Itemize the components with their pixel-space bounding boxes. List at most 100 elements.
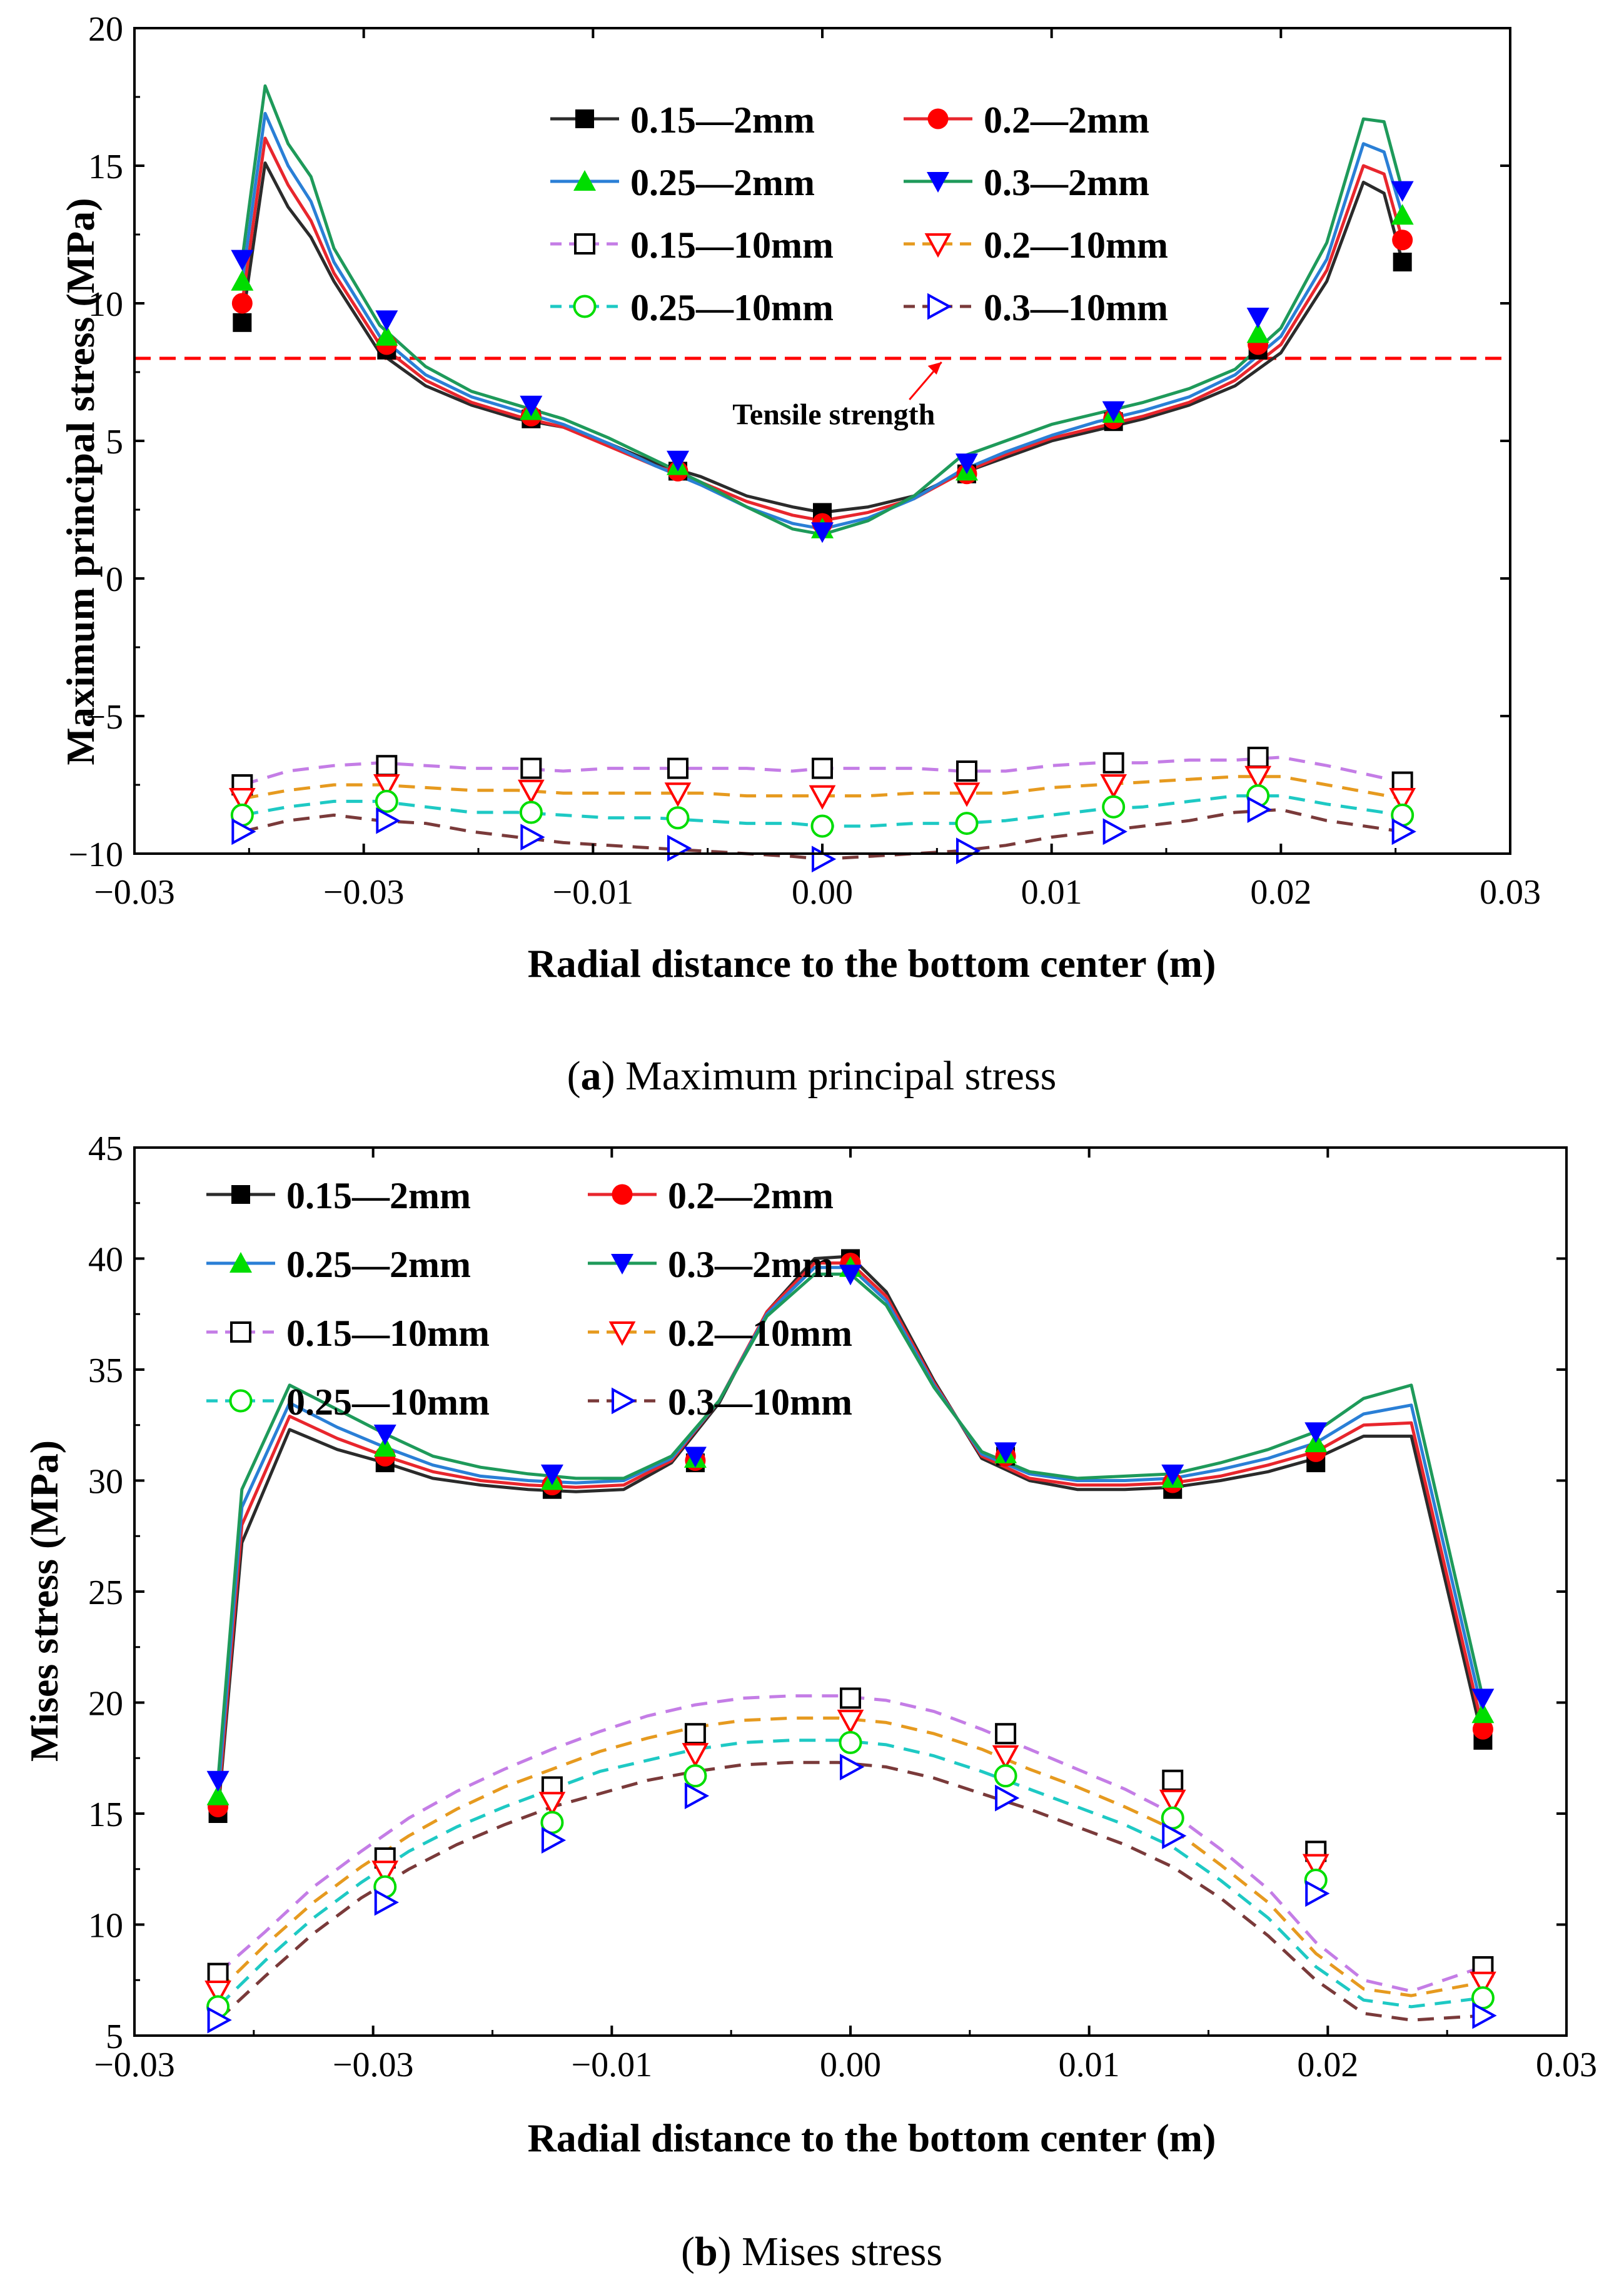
chart-b-legend-marker <box>608 1321 636 1346</box>
chart-b-ylabel: Mises stress (MPa) <box>22 1440 66 1762</box>
chart-a-series-2-marker <box>231 270 254 291</box>
chart-a-series-6-marker <box>666 806 690 830</box>
chart-a-xtick-label: 0.00 <box>792 873 853 912</box>
chart-a-series-1-marker <box>231 293 253 314</box>
chart-a-ytick-label: 10 <box>88 285 123 324</box>
chart-b-series-3-marker <box>994 1442 1017 1463</box>
chart-b-series-5-marker <box>682 1743 709 1768</box>
chart-a-legend-marker <box>927 172 949 193</box>
chart-a-series-line-0 <box>240 161 1405 514</box>
chart-b-legend-marker <box>230 1321 251 1343</box>
chart-a-series-line-7 <box>241 808 1403 861</box>
chart-b-series-7-marker <box>207 2006 232 2034</box>
chart-a-series-5-marker <box>373 774 400 799</box>
tensile-strength-arrowhead <box>927 362 942 375</box>
chart-a-xtick-label: −0.03 <box>94 873 175 912</box>
chart-b-series-7-marker <box>1472 2002 1497 2029</box>
chart-a-series-5-marker <box>664 782 692 807</box>
caption-a-text: Maximum principal stress <box>615 1053 1057 1099</box>
chart-a-series-3-marker <box>520 395 543 417</box>
chart-max-principal-stress: −10 −5 0 5 10 15 20 −0.03 −0.03 −0.01 0.00 0.01 0.02… <box>68 10 1541 912</box>
chart-a-ytick-label: −5 <box>86 698 123 737</box>
chart-b-series-6-marker <box>683 1764 707 1788</box>
chart-b-ytick-label: 10 <box>88 1907 123 1946</box>
chart-a-series-0-marker <box>1393 253 1412 271</box>
chart-a-series-5-marker <box>809 785 836 810</box>
caption-b-label: b <box>695 2229 718 2274</box>
chart-a-series-3-marker <box>1102 401 1125 422</box>
chart-a-series-7-marker <box>1391 818 1416 846</box>
chart-b-series-7-marker <box>840 1754 865 1780</box>
chart-a-series-2-marker <box>1246 322 1269 343</box>
chart-b-ytick-label: 45 <box>88 1129 123 1168</box>
chart-b-ytick-label: 5 <box>106 2017 123 2056</box>
chart-a-series-line-6 <box>241 794 1403 828</box>
chart-b-ytick-label: 30 <box>88 1463 123 1502</box>
chart-b-series-5-marker <box>538 1792 566 1817</box>
chart-a-ytick-label: 20 <box>88 10 123 49</box>
chart-a-series-2-marker <box>1391 204 1414 225</box>
chart-a-series-6-marker <box>375 789 398 813</box>
chart-a-series-5-marker <box>517 779 545 804</box>
chart-b-series-5-marker <box>371 1860 399 1886</box>
chart-b-legend-label: 0.2—2mm <box>668 1175 834 1216</box>
chart-b-ytick-label: 40 <box>88 1241 123 1280</box>
chart-a-series-line-2 <box>240 111 1405 531</box>
chart-a-series-7-marker <box>667 834 692 862</box>
chart-b-series-4-marker <box>684 1723 706 1745</box>
chart-b-xtick-label: 0.00 <box>820 2046 881 2084</box>
chart-a-legend-marker <box>574 233 595 255</box>
chart-a-series-4-marker <box>520 757 542 779</box>
chart-a-series-4-marker <box>376 755 398 777</box>
chart-a-series-7-marker <box>231 818 256 846</box>
chart-a-series-3-marker <box>1391 181 1414 202</box>
chart-a-series-6-marker <box>1102 795 1126 819</box>
caption-a: (a) Maximum principal stress <box>567 1053 1057 1099</box>
chart-a-legend-marker <box>573 170 596 191</box>
chart-a-series-3-marker <box>956 453 978 475</box>
chart-a-series-7-marker <box>520 824 545 851</box>
chart-b-xlabel: Radial distance to the bottom center (m) <box>528 2116 1216 2160</box>
chart-b-series-7-marker <box>1162 1822 1187 1849</box>
chart-a-series-3-marker <box>231 250 254 271</box>
chart-a-ytick-label: 15 <box>88 148 123 186</box>
chart-b-xtick-label: 0.03 <box>1536 2046 1597 2084</box>
chart-b-series-line-4 <box>216 1694 1484 1993</box>
chart-b-series-3-marker <box>1161 1464 1184 1485</box>
chart-a-legend-label: 0.25—2mm <box>630 162 815 203</box>
chart-b-series-line-1 <box>216 1261 1485 1807</box>
chart-a-series-line-1 <box>240 136 1405 523</box>
chart-a-series-line-5 <box>241 775 1403 800</box>
chart-a-series-3-marker <box>667 450 689 472</box>
chart-b-legend-label: 0.25—10mm <box>286 1381 490 1423</box>
chart-a-series-7-marker <box>1247 796 1272 823</box>
chart-b-legend-marker <box>612 1387 637 1415</box>
chart-b-legend-marker <box>231 1185 250 1204</box>
chart-b-series-2-marker <box>373 1436 396 1457</box>
chart-a-series-6-marker <box>519 800 543 824</box>
chart-a-legend-label: 0.15—2mm <box>630 99 815 141</box>
chart-a-series-line-4 <box>241 755 1403 787</box>
chart-b-legend-label: 0.15—2mm <box>286 1175 471 1216</box>
caption-b-text: Mises stress <box>732 2229 942 2274</box>
chart-a-series-4-marker <box>1102 752 1124 774</box>
chart-mises-stress: 5 10 15 20 25 30 35 40 45 −0.03 −0.03 −0.01 0.00 0.01… <box>88 1129 1597 2084</box>
caption-b: (b) Mises stress <box>681 2229 942 2274</box>
chart-b-series-6-marker <box>994 1764 1017 1788</box>
chart-b-series-2-marker <box>1471 1702 1495 1724</box>
chart-a-legend-marker <box>927 108 949 129</box>
chart-b-series-line-6 <box>216 1739 1483 2009</box>
chart-a-xtick-label: 0.01 <box>1021 873 1082 912</box>
chart-b-series-5-marker <box>1470 1971 1496 1996</box>
chart-b-series-7-marker <box>541 1827 567 1854</box>
chart-a-series-5-marker <box>1244 765 1272 790</box>
caption-a-label: a <box>581 1053 602 1099</box>
chart-a-ytick-label: −10 <box>68 836 123 874</box>
chart-b-series-3-marker <box>373 1424 396 1445</box>
chart-b-series-2-marker <box>206 1784 229 1805</box>
chart-a-series-0-marker <box>233 313 252 332</box>
chart-b-xtick-label: 0.02 <box>1297 2046 1358 2084</box>
chart-b-series-4-marker <box>1162 1769 1184 1791</box>
chart-b-series-7-marker <box>374 1889 399 1916</box>
chart-a-legend-label: 0.3—2mm <box>984 162 1149 203</box>
